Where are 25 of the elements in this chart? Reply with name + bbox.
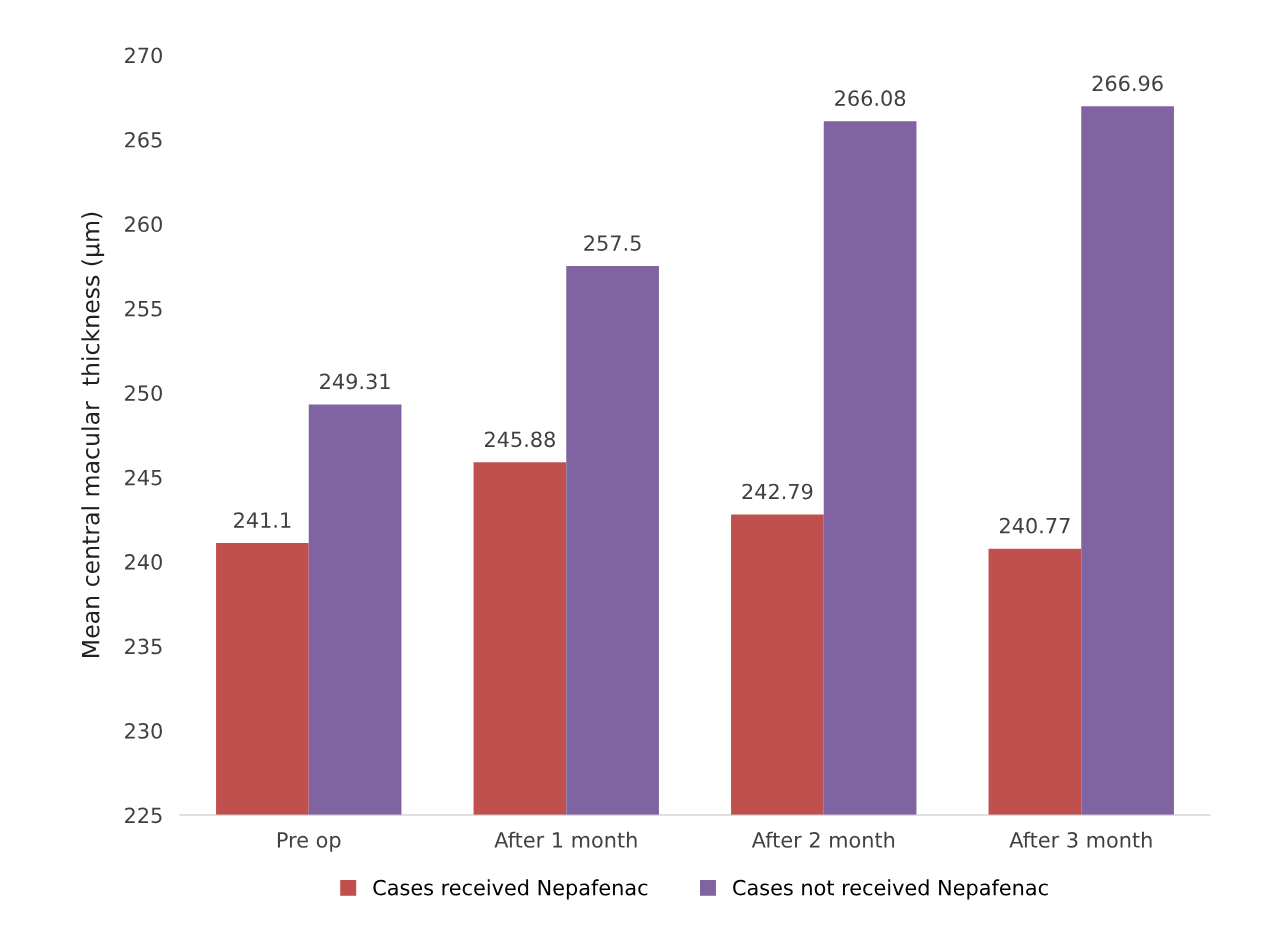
y-tick-label: 255 <box>125 300 162 317</box>
data-label: 266.08 <box>835 90 906 107</box>
data-label: 245.88 <box>484 431 555 448</box>
data-label: 241.1 <box>234 512 291 528</box>
y-tick-label: 225 <box>125 807 162 824</box>
y-tick-label: 260 <box>125 216 162 233</box>
data-label: 249.31 <box>320 373 390 390</box>
y-tick-label: 245 <box>125 469 162 486</box>
y-tick-label: 270 <box>125 47 162 64</box>
data-label: 242.79 <box>742 483 813 500</box>
x-tick-label: After 1 month <box>494 831 637 848</box>
y-tick-label: 230 <box>125 723 162 739</box>
y-axis-title: Mean central macular thickness (µm) <box>81 212 105 657</box>
data-label: 257.5 <box>584 235 641 251</box>
y-tick-label: 240 <box>125 554 162 570</box>
y-tick-label: 235 <box>125 638 162 655</box>
x-tick-label: Pre op <box>277 832 341 852</box>
legend-label: Cases not received Nepafenac <box>733 879 1048 900</box>
legend-label: Cases received Nepafenac <box>373 879 648 900</box>
y-tick-label: 265 <box>125 131 162 148</box>
x-tick-label: After 2 month <box>751 831 895 848</box>
x-tick-label: After 3 month <box>1009 831 1152 848</box>
data-label: 266.96 <box>1092 75 1163 92</box>
data-label: 240.77 <box>999 517 1070 534</box>
y-tick-label: 250 <box>125 385 162 401</box>
